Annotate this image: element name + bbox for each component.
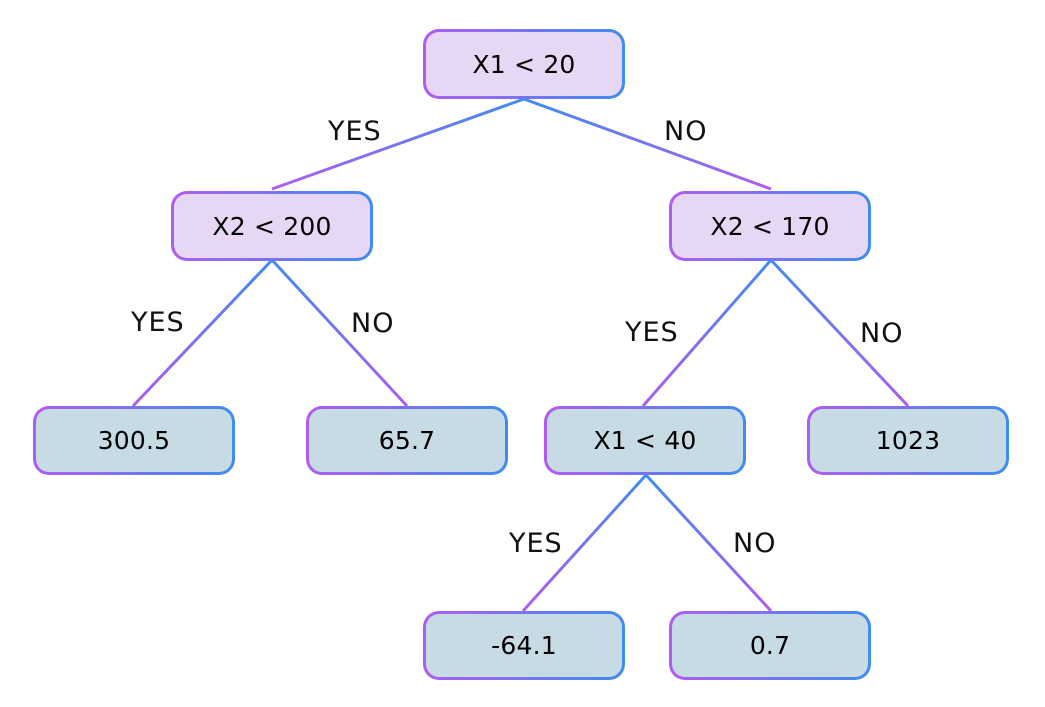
edge-inner-leaf-neg64 <box>521 473 648 613</box>
node-root-x1-lt-20: X1 < 20 <box>423 29 625 99</box>
edge-left-leaf-65 <box>270 258 409 408</box>
leaf-neg-64-1: -64.1 <box>423 611 625 680</box>
edge-root-right <box>523 97 772 191</box>
edge-inner-leaf-07 <box>644 473 773 613</box>
edge-label-root-yes: YES <box>328 116 382 147</box>
node-label: X1 < 20 <box>472 49 576 79</box>
node-label: X2 < 200 <box>212 211 332 241</box>
leaf-65-7: 65.7 <box>306 406 508 475</box>
edge-right-leaf-1023 <box>769 258 910 408</box>
node-label: 1023 <box>875 426 941 455</box>
edge-label-root-no: NO <box>664 116 708 147</box>
edge-right-inner <box>641 259 773 407</box>
node-x2-lt-200: X2 < 200 <box>171 191 373 261</box>
node-label: -64.1 <box>491 631 557 660</box>
edge-label-right-yes: YES <box>625 317 679 348</box>
edge-root-left <box>271 97 525 191</box>
node-label: X2 < 170 <box>710 211 830 241</box>
edge-label-left-yes: YES <box>131 307 185 338</box>
node-x2-lt-170: X2 < 170 <box>669 191 871 261</box>
edge-label-right-no: NO <box>860 318 904 349</box>
node-x1-lt-40: X1 < 40 <box>544 406 746 475</box>
node-label: 0.7 <box>749 631 791 660</box>
edge-label-inner-no: NO <box>733 528 777 559</box>
node-label: X1 < 40 <box>593 426 697 455</box>
edge-label-inner-yes: YES <box>509 528 563 559</box>
node-label: 65.7 <box>378 426 436 455</box>
edge-label-left-no: NO <box>351 308 395 339</box>
leaf-300-5: 300.5 <box>33 406 235 475</box>
edge-left-leaf-300 <box>131 258 274 408</box>
node-label: 300.5 <box>97 426 171 455</box>
leaf-0-7: 0.7 <box>669 611 871 680</box>
leaf-1023: 1023 <box>807 406 1009 475</box>
